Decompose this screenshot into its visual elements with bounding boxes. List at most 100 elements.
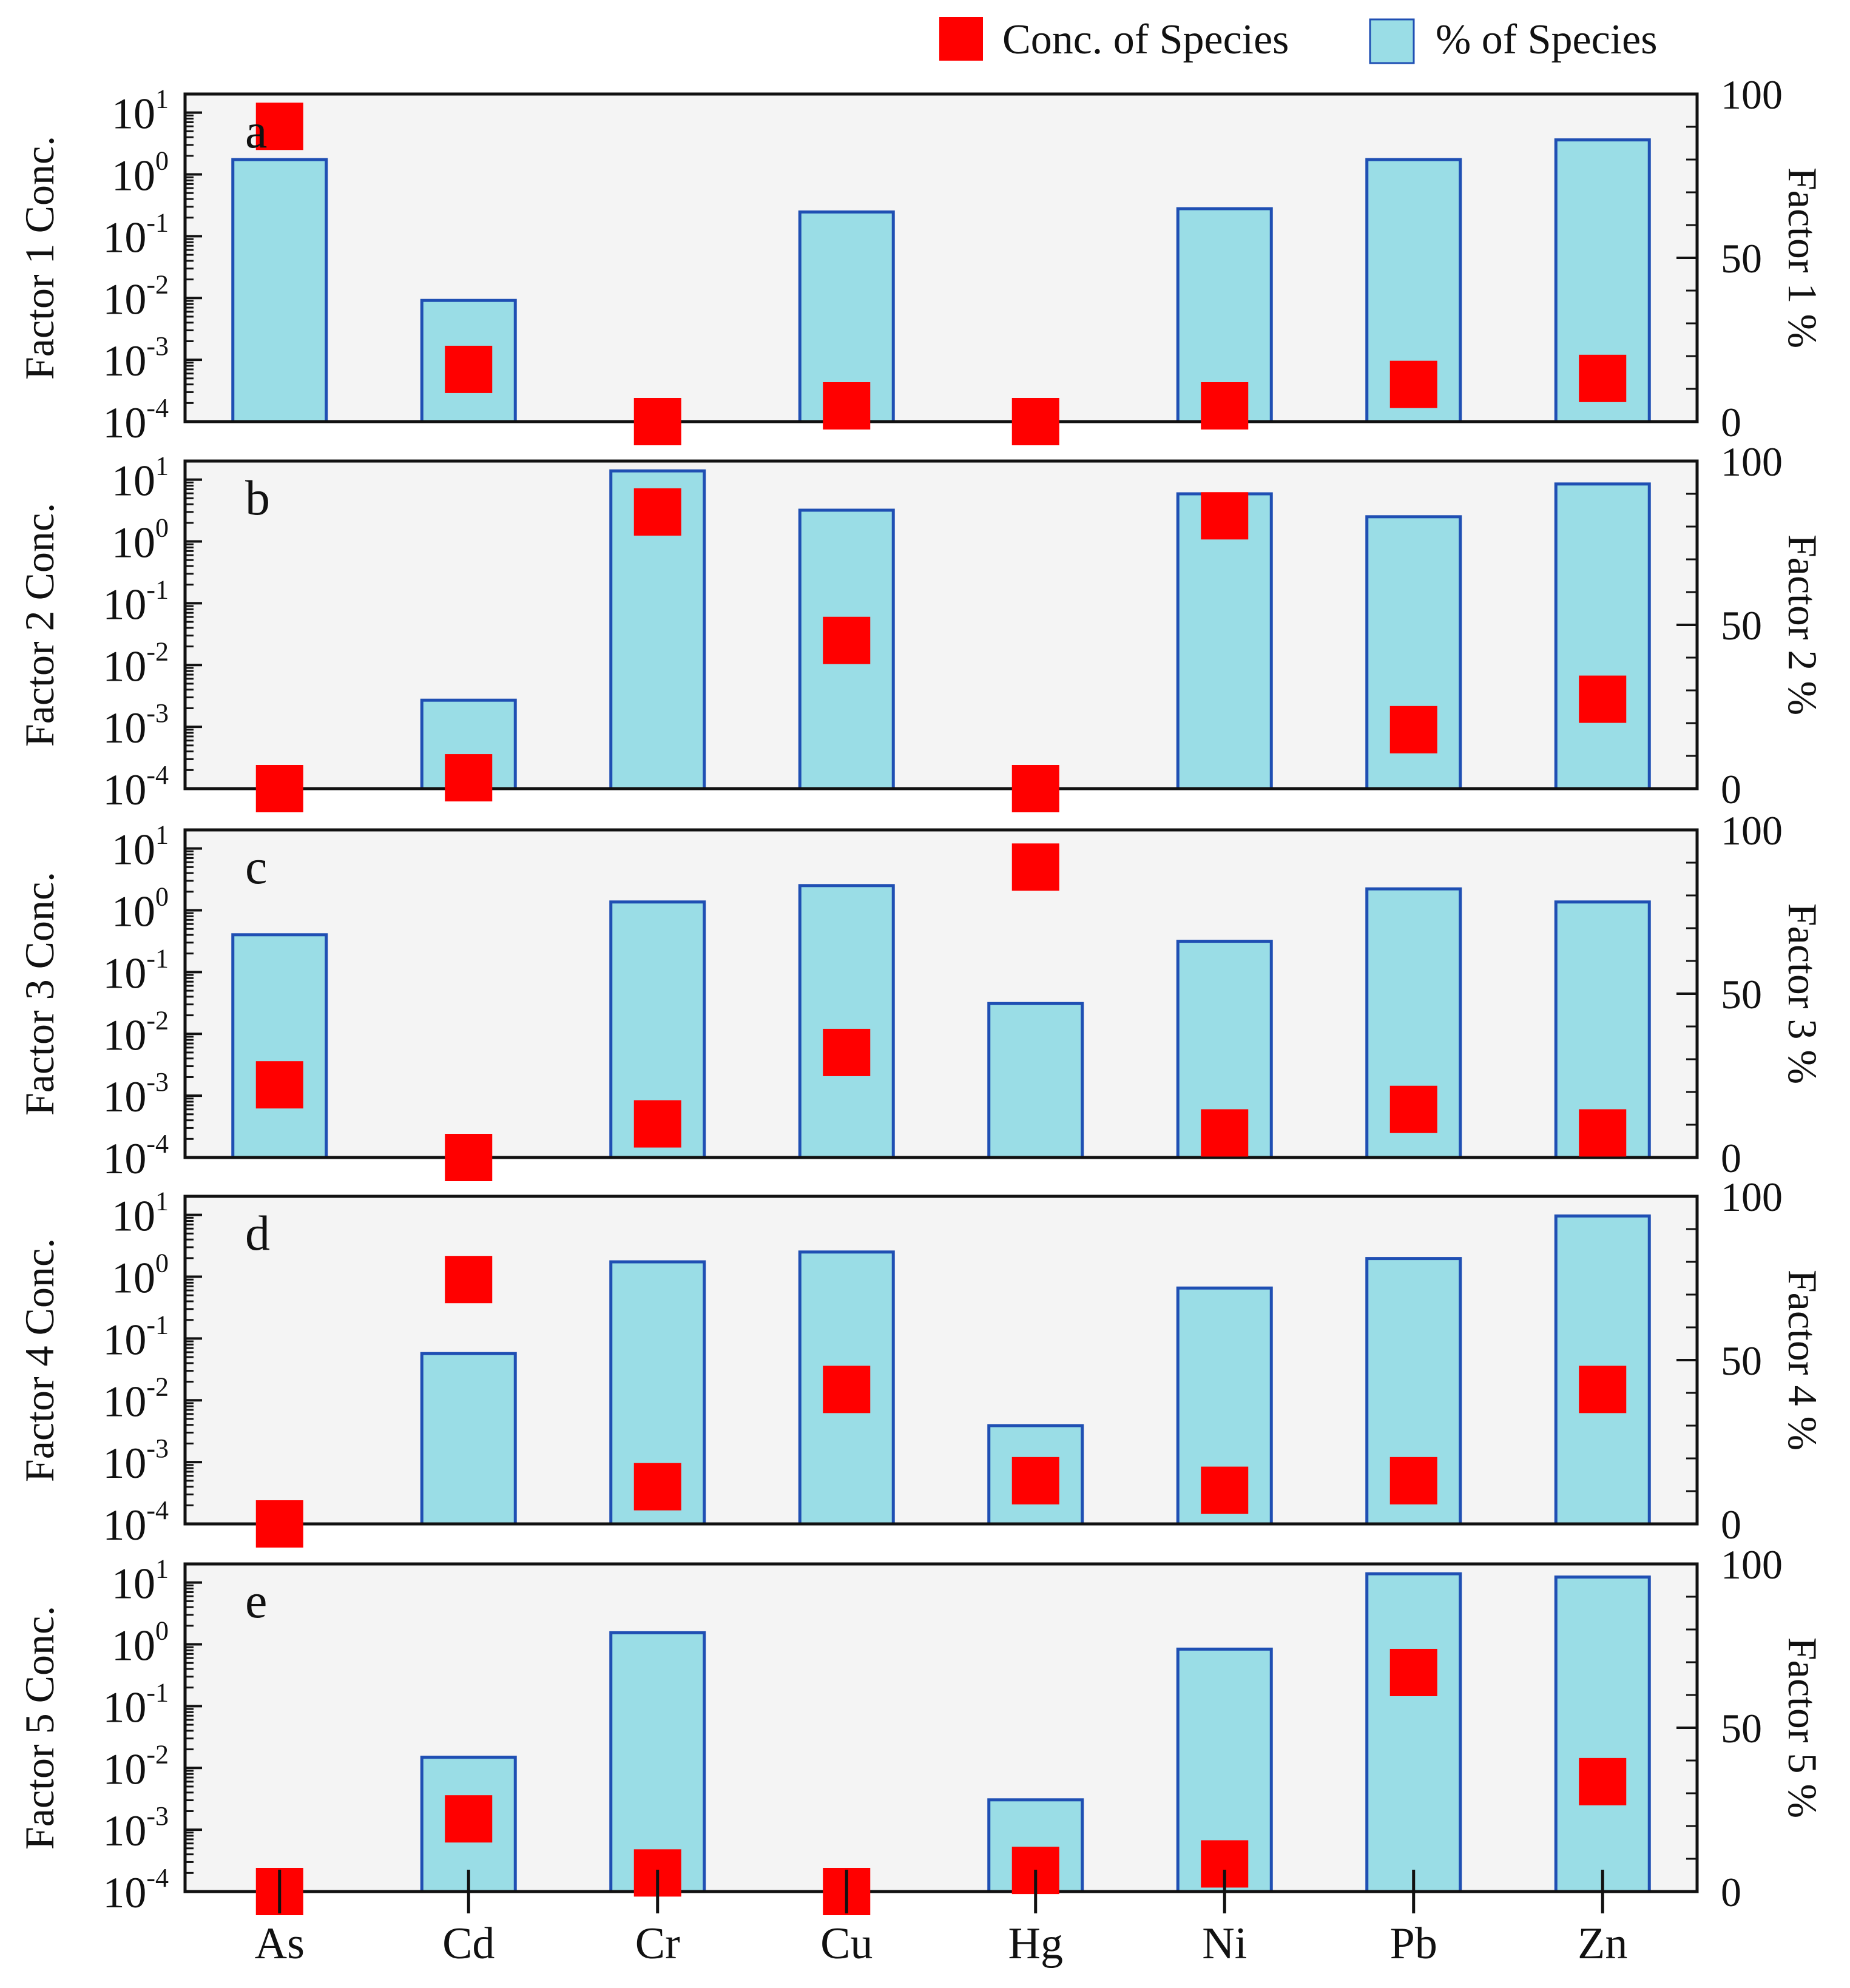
tick-exponent: -2: [146, 269, 169, 299]
tick-exponent: -3: [146, 1067, 169, 1097]
tick-base: 10: [103, 949, 146, 997]
category-label-pb: Pb: [1390, 1919, 1437, 1969]
right-tick-label: 100: [1721, 1542, 1783, 1588]
tick-base: 10: [112, 519, 155, 567]
left-tick-label: 10-1: [103, 943, 169, 997]
left-tick-label: 10-3: [103, 1801, 169, 1855]
tick-exponent: 1: [155, 820, 169, 850]
left-tick-label: 10-1: [103, 1677, 169, 1731]
tick-base: 10: [103, 642, 146, 690]
right-tick-label: 100: [1721, 807, 1783, 854]
conc-marker-ni: [1201, 492, 1249, 540]
category-label-cr: Cr: [635, 1919, 680, 1969]
tick-base: 10: [103, 1315, 146, 1364]
right-tick-label: 50: [1721, 971, 1762, 1017]
category-label-hg: Hg: [1008, 1919, 1063, 1969]
right-tick-label: 100: [1721, 1174, 1783, 1220]
tick-exponent: -1: [146, 207, 169, 237]
right-tick-label: 0: [1721, 1869, 1741, 1915]
conc-marker-cr: [633, 1100, 681, 1148]
tick-base: 10: [112, 1192, 155, 1241]
tick-base: 10: [112, 888, 155, 936]
tick-base: 10: [103, 275, 146, 323]
left-tick-label: 10-4: [103, 1129, 169, 1183]
left-tick-label: 10-2: [103, 1372, 169, 1426]
left-tick-label: 101: [112, 1554, 169, 1608]
conc-marker-ni: [1201, 382, 1249, 430]
conc-marker-cd: [445, 1256, 493, 1304]
left-tick-label: 10-4: [103, 1863, 169, 1917]
tick-exponent: 1: [155, 451, 169, 481]
conc-marker-zn: [1579, 675, 1627, 723]
panel-letter: b: [245, 470, 270, 525]
category-axis: As Cd Cr Cu Hg Ni Pb Zn: [255, 1870, 1627, 1969]
right-tick-label: 0: [1721, 1501, 1741, 1548]
right-tick-label: 0: [1721, 1135, 1741, 1181]
left-axis-title: Factor 4 Conc.: [16, 1238, 62, 1482]
conc-marker-cd: [445, 1795, 493, 1843]
category-label-cu: Cu: [820, 1919, 873, 1969]
conc-marker-pb: [1389, 360, 1437, 408]
conc-marker-hg: [1011, 398, 1059, 445]
conc-marker-ni: [1201, 1109, 1249, 1157]
panel-background: [185, 830, 1697, 1157]
percent-bar-zn: [1554, 1575, 1651, 1893]
conc-marker-pb: [1389, 1648, 1437, 1696]
panel-background: [185, 94, 1697, 422]
percent-bar-zn: [1554, 900, 1651, 1159]
conc-marker-cd: [445, 1134, 493, 1181]
left-tick-label: 10-4: [103, 393, 169, 447]
left-tick-label: 101: [112, 820, 169, 874]
right-axis-title: Factor 3 %: [1780, 903, 1826, 1084]
percent-bar-as: [231, 158, 328, 423]
percent-bar-cr: [609, 1631, 706, 1893]
tick-base: 10: [103, 1073, 146, 1121]
right-tick-label: 0: [1721, 766, 1741, 812]
conc-marker-cd: [445, 345, 493, 393]
left-tick-label: 10-2: [103, 1739, 169, 1793]
tick-exponent: -1: [146, 1677, 169, 1707]
tick-exponent: -3: [146, 1801, 169, 1831]
tick-base: 10: [112, 90, 155, 138]
conc-marker-cu: [823, 382, 871, 430]
percent-bar-cu: [798, 884, 895, 1159]
left-tick-label: 10-3: [103, 698, 169, 752]
legend-conc-swatch: [939, 17, 983, 61]
tick-exponent: -1: [146, 943, 169, 973]
left-tick-label: 10-1: [103, 574, 169, 628]
left-tick-label: 101: [112, 84, 169, 138]
tick-base: 10: [103, 1134, 146, 1183]
tick-base: 10: [103, 766, 146, 814]
tick-exponent: -4: [146, 1495, 169, 1525]
conc-marker-cu: [823, 1366, 871, 1414]
left-axis-title: Factor 5 Conc.: [16, 1606, 62, 1850]
left-axis-title: Factor 2 Conc.: [16, 503, 62, 747]
tick-base: 10: [103, 1501, 146, 1549]
left-tick-label: 10-4: [103, 1495, 169, 1549]
percent-bar-cd: [420, 1352, 517, 1526]
conc-marker-cr: [633, 398, 681, 445]
tick-exponent: -2: [146, 636, 169, 666]
category-label-zn: Zn: [1578, 1919, 1627, 1969]
tick-base: 10: [103, 337, 146, 385]
tick-exponent: -4: [146, 1129, 169, 1159]
left-tick-label: 100: [112, 146, 169, 200]
tick-exponent: 1: [155, 1187, 169, 1216]
right-tick-label: 50: [1721, 235, 1762, 281]
tick-exponent: -3: [146, 698, 169, 728]
tick-exponent: -4: [146, 760, 169, 790]
left-tick-label: 10-2: [103, 269, 169, 323]
left-tick-label: 10-3: [103, 1067, 169, 1121]
tick-base: 10: [103, 213, 146, 261]
tick-exponent: -4: [146, 1863, 169, 1893]
tick-exponent: -2: [146, 1739, 169, 1769]
left-tick-label: 10-1: [103, 1310, 169, 1364]
right-tick-label: 100: [1721, 72, 1783, 118]
tick-base: 10: [103, 1011, 146, 1059]
conc-marker-hg: [1011, 1457, 1059, 1504]
category-label-ni: Ni: [1202, 1919, 1247, 1969]
tick-base: 10: [112, 1622, 155, 1670]
